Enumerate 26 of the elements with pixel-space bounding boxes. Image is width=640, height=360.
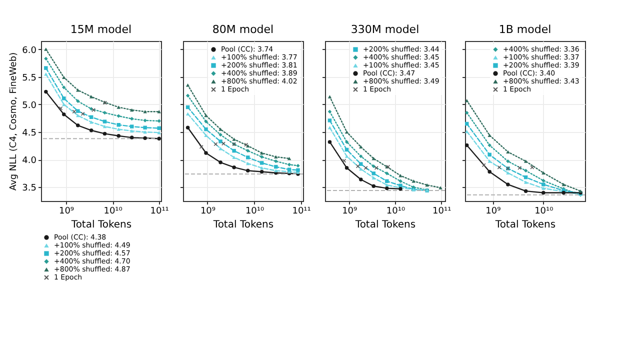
x-tick-label: 10¹⁰ (386, 206, 406, 216)
y-tick-label: 5.0 (22, 100, 37, 111)
y-tick-label: 3.5 (22, 184, 36, 194)
chart-title: 15M model (70, 23, 132, 36)
x-tick-label: 10¹¹ (432, 206, 452, 216)
y-axis-title: Avg NLL (C4, Cosmo, FineWeb) (9, 52, 20, 191)
x-tick-label: 10⁹ (58, 206, 74, 216)
x-tick-label: 10⁹ (486, 206, 502, 216)
x-axis-title: Total Tokens (212, 220, 274, 230)
y-tick-label: 4.5 (22, 128, 36, 139)
x-tick-label: 10¹¹ (150, 206, 170, 216)
y-tick-label: 6.0 (22, 46, 37, 56)
chart-title: 1B model (498, 23, 552, 36)
chart-title: 330M model (350, 23, 420, 36)
x-tick-label: 10¹¹ (292, 206, 312, 216)
x-tick-label: 10⁹ (342, 206, 358, 216)
y-tick-label: 5.5 (22, 73, 36, 84)
x-tick-label: 10⁹ (200, 206, 216, 216)
x-tick-label: 10¹⁰ (104, 206, 123, 216)
y-tick-label: 4.0 (22, 156, 37, 166)
x-tick-label: 10¹⁰ (534, 206, 554, 216)
chart-title: 80M model (212, 23, 274, 36)
x-axis-title: Total Tokens (494, 220, 556, 230)
x-tick-label: 10¹⁰ (245, 206, 264, 216)
x-axis-title: Total Tokens (70, 220, 132, 230)
x-axis-title: Total Tokens (354, 220, 416, 230)
